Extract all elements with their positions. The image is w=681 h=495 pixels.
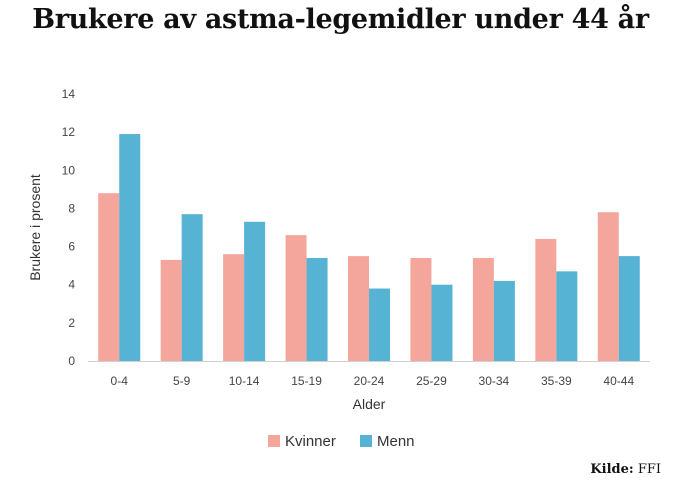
y-axis-title: Brukere i prosent	[27, 174, 43, 281]
bar-kvinner-5-9	[160, 259, 182, 361]
x-tick-label: 30-34	[479, 374, 510, 388]
bar-kvinner-35-39	[535, 238, 557, 361]
bar-menn-0-4	[119, 134, 141, 361]
y-tick-label: 6	[68, 240, 75, 254]
bar-menn-40-44	[618, 256, 640, 361]
y-tick-label: 0	[68, 354, 75, 368]
source-note: Kilde: FFI	[590, 462, 661, 477]
chart-title: Brukere av astma-legemidler under 44 år	[32, 4, 649, 35]
legend-label-kvinner: Kvinner	[285, 433, 336, 450]
legend-label-menn: Menn	[377, 433, 415, 450]
x-tick-label: 25-29	[416, 374, 447, 388]
bar-menn-20-24	[369, 288, 390, 361]
x-tick-label: 5-9	[173, 374, 191, 388]
x-tick-label: 40-44	[603, 374, 634, 388]
bar-menn-15-19	[306, 258, 328, 361]
x-tick-label: 20-24	[354, 374, 385, 388]
x-tick-label: 15-19	[291, 374, 322, 388]
y-tick-label: 2	[68, 316, 75, 330]
bar-kvinner-40-44	[597, 212, 619, 361]
bar-menn-5-9	[181, 214, 203, 361]
source-value: FFI	[637, 462, 661, 477]
y-tick-label: 4	[68, 278, 75, 292]
x-axis-title: Alder	[353, 396, 386, 412]
x-tick-label: 0-4	[111, 374, 129, 388]
x-tick-label: 10-14	[229, 374, 260, 388]
legend: Kvinner Menn	[268, 433, 415, 450]
y-tick-label: 12	[62, 125, 76, 139]
source-label: Kilde:	[590, 462, 634, 477]
bar-kvinner-25-29	[410, 258, 432, 361]
bar-kvinner-30-34	[472, 258, 494, 361]
bars	[98, 134, 640, 361]
bar-menn-30-34	[493, 280, 515, 361]
bar-menn-10-14	[244, 221, 266, 361]
y-tick-label: 10	[62, 163, 76, 177]
bar-menn-25-29	[431, 284, 453, 361]
y-axis-ticks: 0 2 4 6 8 10 12 14	[62, 87, 76, 368]
bar-kvinner-20-24	[348, 256, 369, 361]
y-tick-label: 8	[68, 201, 75, 215]
bar-kvinner-15-19	[285, 235, 307, 361]
bar-kvinner-10-14	[223, 254, 245, 361]
legend-swatch-kvinner	[268, 435, 280, 447]
y-tick-label: 14	[62, 87, 76, 101]
x-axis-ticks: 0-4 5-9 10-14 15-19 20-24 25-29 30-34 35-39 40-4…	[111, 374, 635, 388]
bar-menn-35-39	[556, 271, 578, 361]
x-tick-label: 35-39	[541, 374, 572, 388]
bar-kvinner-0-4	[98, 193, 120, 361]
legend-swatch-menn	[360, 435, 372, 447]
